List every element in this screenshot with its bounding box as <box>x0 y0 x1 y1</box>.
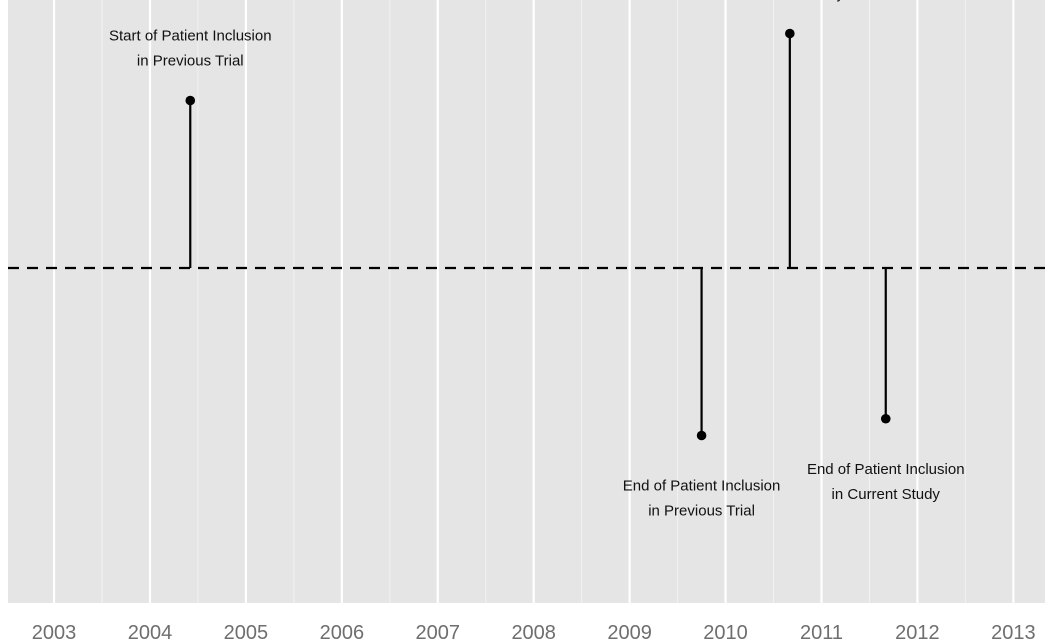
event-label-line: Start of Patient Inclusion <box>109 28 272 45</box>
plot-background <box>8 0 1045 603</box>
event-labels: Start of Patient Inclusion in Previous Tr… <box>109 0 965 520</box>
event-point <box>785 28 795 39</box>
event-point <box>185 95 196 106</box>
x-tick-label: 2004 <box>128 622 173 642</box>
event-label-line: End of Patient Inclusion <box>623 478 781 495</box>
event-point <box>880 413 891 424</box>
x-tick-label: 2011 <box>800 622 843 642</box>
x-tick-label: 2008 <box>511 622 556 642</box>
event-points <box>185 28 891 441</box>
x-axis-tick-labels: 2003 2004 2005 2006 2007 2008 2009 2010 2011 2012… <box>32 622 1036 642</box>
minor-gridlines <box>101 0 966 603</box>
event-label-line: in Previous Trial <box>137 53 244 70</box>
event-stems <box>189 33 887 436</box>
major-gridlines <box>52 0 1015 603</box>
x-tick-label: 2009 <box>607 622 652 642</box>
x-tick-label: 2013 <box>991 622 1036 642</box>
event-label-line: in Previous Trial <box>648 503 755 520</box>
event-label-line: in Current Study <box>832 486 941 503</box>
event-label-line: End of Patient Inclusion <box>807 461 965 478</box>
event-point <box>696 430 707 441</box>
x-tick-label: 2003 <box>32 622 77 642</box>
x-tick-label: 2007 <box>416 622 461 642</box>
x-tick-label: 2005 <box>224 622 269 642</box>
x-tick-label: 2012 <box>895 622 940 642</box>
x-tick-label: 2010 <box>703 622 748 642</box>
x-tick-label: 2006 <box>320 622 365 642</box>
event-label-line: in Current Study <box>736 0 845 3</box>
